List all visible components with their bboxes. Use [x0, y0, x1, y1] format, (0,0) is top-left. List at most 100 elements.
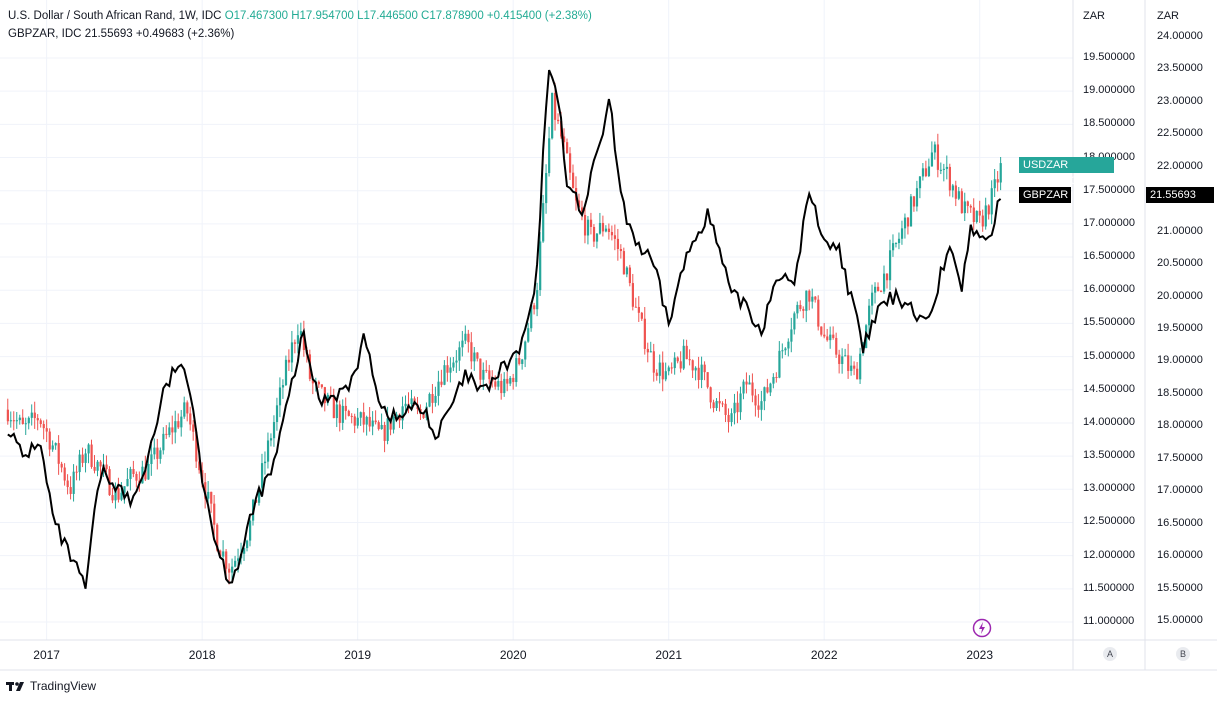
usdzar-candle-body	[431, 394, 434, 403]
usdzar-candle-body	[966, 201, 969, 206]
usdzar-candle-body	[954, 185, 957, 199]
usdzar-candle-body	[338, 404, 341, 423]
usdzar-candle-body	[464, 333, 467, 341]
usdzar-candle-body	[667, 367, 670, 372]
usdzar-candle-body	[111, 495, 114, 501]
usdzar-candle-body	[222, 551, 225, 557]
usdzar-candle-body	[269, 438, 273, 441]
time-axis-tick: 2018	[188, 648, 216, 662]
usdzar-candle-body	[784, 348, 787, 351]
time-axis-tick: 2021	[655, 648, 683, 662]
usdzar-candle-body	[120, 492, 123, 500]
usdzar-candle-body	[33, 412, 36, 419]
usdzar-candle-body	[156, 447, 159, 459]
usdzar-candle-body	[930, 152, 934, 167]
usdzar-candle-body	[637, 306, 640, 313]
usdzar-candle-body	[144, 466, 147, 480]
usdzar-candle-body	[610, 232, 614, 236]
usdzar-candle-body	[805, 290, 808, 311]
usdzar-candle-body	[63, 467, 66, 481]
usdzar-candle-body	[841, 356, 844, 364]
right-axis-tick: 15.00000	[1157, 614, 1203, 626]
usdzar-candle-body	[228, 568, 231, 573]
left-axis-tick: 11.500000	[1083, 581, 1135, 594]
usdzar-candle-body	[54, 443, 57, 446]
usdzar-candle-body	[808, 290, 811, 302]
usdzar-candle-body	[362, 412, 365, 425]
usdzar-candle-body	[595, 233, 599, 242]
usdzar-candle-body	[290, 342, 294, 363]
usdzar-candle-body	[72, 471, 75, 494]
usdzar-candle-body	[278, 387, 282, 406]
usdzar-candle-body	[915, 188, 919, 207]
usdzar-candle-body	[171, 427, 174, 433]
usdzar-candle-body	[557, 119, 560, 122]
usdzar-candle-body	[724, 403, 727, 415]
usdzar-candle-body	[703, 364, 706, 373]
usdzar-candle-body	[676, 357, 679, 362]
usdzar-candle-body	[260, 463, 264, 488]
usdzar-candle-body	[742, 381, 745, 394]
usdzar-candle-body	[356, 417, 359, 426]
usdzar-candle-body	[859, 353, 862, 380]
chart-grid	[0, 0, 1073, 640]
right-axis-unit: ZAR	[1157, 10, 1179, 22]
usdzar-candle-body	[458, 347, 461, 361]
usdzar-candle-body	[446, 365, 449, 373]
flash-icon[interactable]	[972, 618, 992, 638]
usdzar-candle-body	[147, 464, 150, 480]
usdzar-candle-body	[745, 381, 748, 385]
auto-scale-button-b[interactable]: B	[1176, 647, 1190, 661]
usdzar-candle-body	[96, 461, 99, 471]
usdzar-candle-body	[90, 444, 93, 467]
usdzar-candle-body	[42, 424, 45, 429]
time-axis-tick: 2022	[810, 648, 838, 662]
usdzar-candle-body	[234, 560, 237, 567]
usdzar-candle-body	[960, 191, 963, 214]
usdzar-candle-body	[682, 345, 685, 369]
legend-usdzar: U.S. Dollar / South African Rand, 1W, ID…	[8, 10, 592, 22]
usdzar-candle-body	[850, 365, 853, 371]
left-axis-tick: 18.500000	[1083, 117, 1135, 130]
usdzar-candle-body	[126, 478, 129, 487]
tradingview-logo[interactable]: TradingView	[6, 679, 96, 693]
usdzar-candle-body	[814, 296, 817, 300]
auto-scale-button-a[interactable]: A	[1103, 647, 1117, 661]
usdzar-candle-body	[880, 291, 883, 293]
usdzar-candle-body	[180, 416, 183, 428]
usdzar-candle-body	[772, 376, 775, 384]
legend-usdzar-high: H17.954700	[291, 10, 354, 22]
usdzar-candle-body	[512, 377, 515, 383]
usdzar-candle-body	[957, 191, 960, 199]
usdzar-candle-body	[566, 142, 569, 154]
usdzar-candle-body	[159, 450, 162, 459]
usdzar-candle-body	[527, 328, 530, 342]
right-axis-tick: 23.50000	[1157, 62, 1203, 75]
right-axis-tick: 20.00000	[1157, 289, 1203, 302]
usdzar-candle-body	[401, 406, 404, 421]
usdzar-candle-body	[661, 362, 664, 380]
gbpzar-line	[7, 69, 1002, 589]
usdzar-candle-body	[539, 241, 542, 291]
left-axis-tick: 19.000000	[1083, 84, 1135, 97]
usdzar-candle-body	[410, 398, 413, 404]
usdzar-candle-body	[18, 417, 21, 421]
usdzar-candle-body	[497, 380, 500, 387]
time-axis-tick: 2023	[966, 648, 994, 662]
usdzar-candle-body	[467, 333, 470, 343]
usdzar-candle-body	[568, 153, 572, 173]
left-axis-tick: 13.000000	[1083, 482, 1135, 495]
usdzar-candle-body	[452, 362, 455, 368]
usdzar-candle-body	[45, 428, 48, 432]
usdzar-candle-body	[434, 395, 437, 403]
usdzar-candle-body	[192, 424, 195, 432]
usdzar-candle-body	[479, 358, 482, 380]
usdzar-candle-body	[736, 402, 739, 413]
usdzar-candle-body	[906, 217, 910, 227]
usdzar-candle-body	[877, 286, 880, 292]
usdzar-candle-body	[428, 394, 431, 407]
usdzar-candle-body	[673, 357, 676, 369]
usdzar-candle-body	[978, 210, 981, 216]
usdzar-candle-body	[993, 179, 996, 189]
